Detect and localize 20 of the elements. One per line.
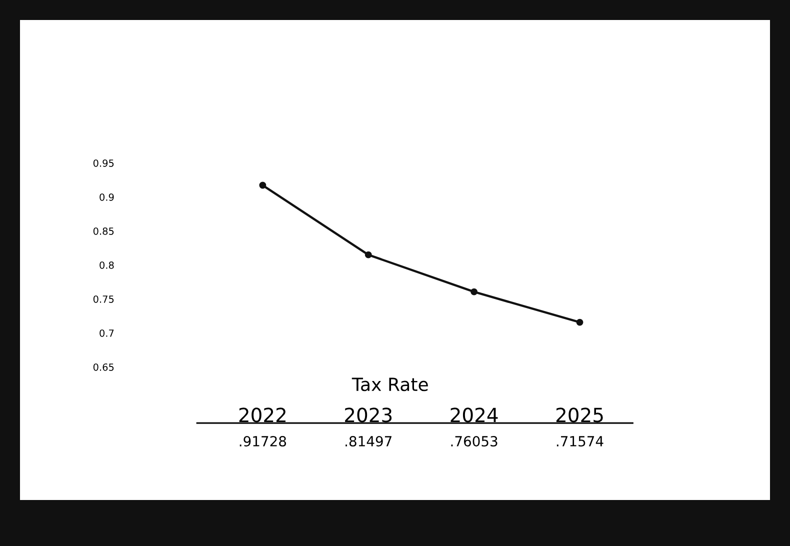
x-axis-title: Tax Rate — [352, 378, 428, 392]
data-label: .91728 — [240, 436, 286, 447]
y-tick-label: 0.8 — [100, 261, 114, 269]
y-tick-label: 0.65 — [93, 363, 114, 371]
point — [576, 318, 584, 326]
y-tick-label: 0.75 — [93, 295, 114, 303]
y-tick-label: 0.9 — [100, 193, 114, 201]
y-tick-label: 0.85 — [93, 227, 114, 235]
point — [364, 251, 372, 258]
x-tick-label: 2023 — [345, 408, 392, 422]
y-tick-label: 0.7 — [100, 329, 114, 337]
y-tick-label: 0.95 — [93, 159, 114, 167]
x-tick-label: 2022 — [239, 408, 286, 422]
x-tick-label: 2025 — [556, 408, 603, 422]
x-tick-label: 2024 — [450, 408, 498, 422]
data-label: .76053 — [451, 436, 498, 447]
data-label: .71574 — [556, 436, 604, 447]
point — [470, 288, 478, 296]
point — [259, 182, 266, 189]
data-label: .81497 — [346, 436, 392, 447]
